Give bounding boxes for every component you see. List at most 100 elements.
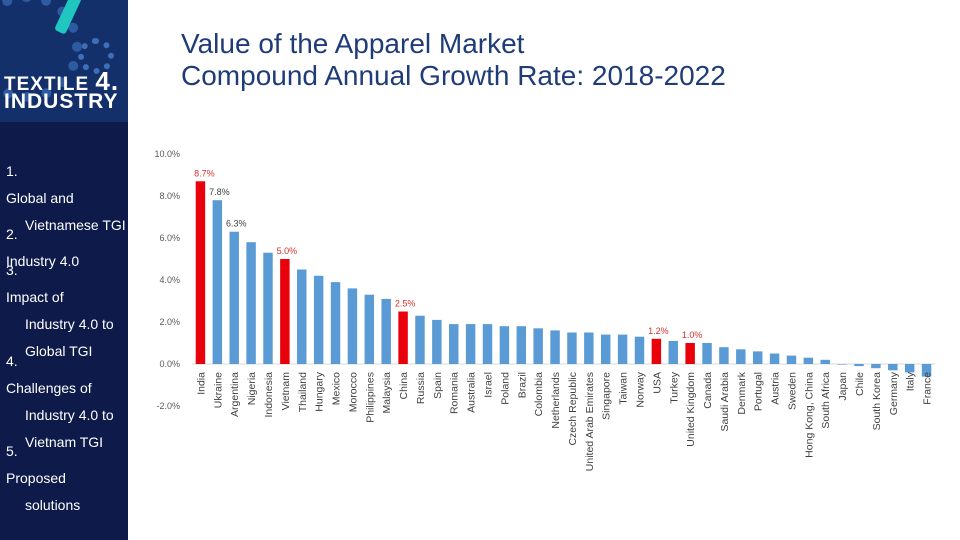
x-tick-label: Japan [837,372,849,401]
x-tick-label: Netherlands [550,372,562,429]
data-label: 6.3% [226,219,247,229]
x-tick-label: France [922,372,934,405]
menu-item-challenges[interactable]: 4. Challenges of Industry 4.0 to Vietnam… [6,348,114,456]
bar-south-africa [820,359,830,364]
x-tick-label: Czech Republic [567,372,579,446]
x-tick-label: Hungary [314,371,326,411]
gear-icon [0,0,82,102]
data-label: 2.5% [395,299,416,309]
menu-item-proposed-solutions[interactable]: 5. Proposed solutions [6,438,80,519]
y-tick-label: 10.0% [154,149,180,159]
bar-czech-republic [567,332,577,364]
menu-item-label: solutions [25,497,81,513]
bar-colombia [533,328,543,364]
data-label: 7.8% [209,187,230,197]
x-tick-label: Mexico [331,372,343,405]
x-tick-label: Argentina [229,372,241,417]
x-tick-label: United Kingdom [685,372,697,447]
bar-usa [651,338,662,364]
bar-morocco [347,288,358,364]
y-tick-label: 2.0% [159,317,180,327]
menu-item-number: 2. [6,226,18,242]
menu-item-label: Global and [6,190,74,206]
x-tick-label: United Arab Emirates [584,372,596,471]
menu-item-label: Impact of [6,289,64,305]
bar-poland [499,326,510,364]
menu-item-global-vietnamese-tgi[interactable]: 1. Global and Vietnamese TGI [6,158,126,239]
x-tick-label: Sweden [786,372,798,410]
menu-item-label: Vietnamese TGI [25,217,126,233]
bar-ukraine [212,200,223,364]
logo-text-number: 4. [95,66,120,96]
bar-brazil [516,326,527,364]
menu-item-number: 4. [6,353,18,369]
x-tick-label: Poland [499,372,511,405]
bar-singapore [600,334,611,364]
data-label: 1.2% [648,326,669,336]
x-tick-label: Philippines [364,372,376,423]
x-tick-label: Morocco [347,372,359,412]
menu-item-impact[interactable]: 3. Impact of Industry 4.0 to Global TGI [6,257,114,365]
x-tick-label: Taiwan [618,372,630,405]
small-gear-icon [78,38,114,74]
bar-hong-kong-china [803,357,814,364]
x-tick-label: Chile [854,372,866,396]
bar-germany [888,364,898,371]
bar-chile [854,364,864,367]
x-tick-label: Saudi Arabia [719,372,731,432]
bar-denmark [736,349,746,364]
bar-norway [634,336,645,364]
x-tick-label: Nigeria [246,372,258,405]
slide-title-line2: Compound Annual Growth Rate: 2018-2022 [181,60,726,91]
x-tick-label: Canada [702,372,714,409]
bar-portugal [752,351,763,364]
menu-item-label: Industry 4.0 [6,253,80,269]
menu-item-number: 3. [6,262,18,278]
bar-italy [904,364,915,373]
y-tick-label: -2.0% [156,401,180,411]
menu-item-number: 1. [6,163,18,179]
x-tick-label: Ukraine [212,372,224,408]
x-tick-label: Indonesia [263,372,275,418]
bar-israel [482,324,493,364]
y-tick-label: 4.0% [159,275,180,285]
y-tick-label: 6.0% [159,233,180,243]
bar-russia [415,315,425,364]
x-tick-label: Italy [905,371,917,391]
menu-item-industry-4[interactable]: 2. Industry 4.0 [6,221,79,275]
bar-united-arab-emirates [584,332,594,364]
x-tick-label: Colombia [533,372,545,417]
x-tick-label: Russia [415,372,427,404]
bar-thailand [297,269,307,364]
bar-united-kingdom [685,343,695,364]
bar-netherlands [550,330,560,364]
menu-item-label: Proposed [6,470,66,486]
x-tick-label: Portugal [753,372,765,411]
bar-nigeria [246,242,256,364]
bar-australia [465,324,476,364]
bar-turkey [668,340,678,364]
sidebar: TEXTILE 4. INDUSTRY [0,0,128,540]
x-tick-label: Thailand [297,372,309,412]
bar-indonesia [263,252,273,364]
bar-vietnam [280,259,290,364]
x-tick-label: South Korea [871,372,883,431]
menu-item-label: Global TGI [25,343,93,359]
menu-item-label: Challenges of [6,380,92,396]
x-tick-label: China [398,372,410,400]
x-tick-label: South Africa [820,372,832,429]
textile-industry-logo: TEXTILE 4. INDUSTRY [0,0,128,122]
logo-text-industry: INDUSTRY [4,90,119,113]
slide-title-line1: Value of the Apparel Market [181,28,525,59]
menu-item-number: 5. [6,443,18,459]
bar-malaysia [381,298,391,364]
bar-romania [449,324,459,364]
bar-argentina [229,231,239,364]
x-tick-label: Turkey [668,371,680,403]
bar-austria [769,353,780,364]
bar-mexico [330,282,341,364]
x-tick-label: Romania [449,372,461,414]
data-label: 5.0% [277,246,298,256]
menu-item-label: Industry 4.0 to [25,407,114,423]
x-tick-label: Australia [466,372,478,413]
